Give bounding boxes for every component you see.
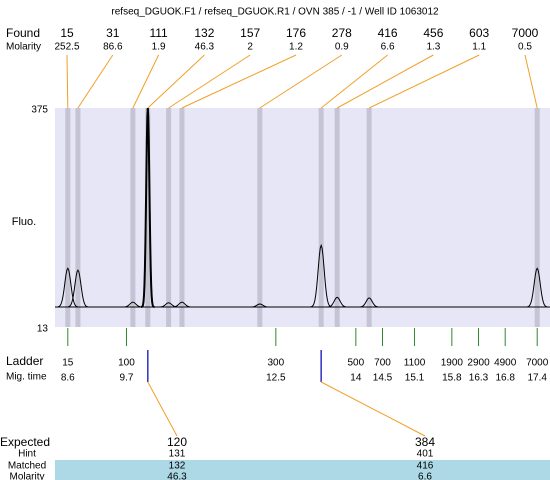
found-molarity: 2 [247,42,253,53]
matched-band [55,460,550,480]
found-molarity: 1.9 [152,42,166,53]
ladder-time: 8.6 [61,373,75,384]
found-connector [320,54,388,109]
found-value: 15 [60,26,74,40]
found-value: 278 [332,26,352,40]
found-label: Found [6,26,40,40]
peak [324,296,350,308]
ladder-value: 100 [118,358,135,369]
peak [356,297,382,308]
found-connector [168,54,251,109]
peak-band [534,108,540,327]
found-value: 603 [469,26,489,40]
found-connector [259,54,343,109]
hint-value: 131 [169,449,186,460]
ladder-value: 15 [62,358,74,369]
ladder-time: 16.8 [495,373,515,384]
expected-value: 120 [167,435,187,449]
ladder-value: 700 [374,358,391,369]
found-molarity: 86.6 [103,42,123,53]
peak [140,107,155,308]
found-molarity: 46.3 [195,42,215,53]
found-molarity: 252.5 [54,42,79,53]
peak-band [145,108,151,327]
expected-connector [320,381,426,437]
expected-value: 384 [415,435,435,449]
found-molarity: 1.3 [426,42,440,53]
found-value: 7000 [512,26,539,40]
ladder-time: 15.8 [442,373,462,384]
ladder-value: 1900 [441,358,464,369]
matched-value: 416 [417,461,434,472]
ladder-value: 4900 [494,358,517,369]
found-connector [524,54,538,109]
peak [247,303,273,308]
ladder-time: 14 [350,373,362,384]
matched-molarity: 6.6 [418,472,432,480]
peak [65,269,91,308]
peak-band [166,108,172,327]
peak-band [318,108,324,327]
found-value: 176 [286,26,306,40]
found-connector [132,54,160,109]
molarity-label: Molarity [6,42,41,53]
matched-label: Matched [8,461,46,472]
ladder-value: 7000 [526,358,549,369]
peak-band [179,108,185,327]
peak [308,243,334,308]
ladder-value: 2900 [467,358,490,369]
ladder-time: 17.4 [527,373,547,384]
peak-band [334,108,340,327]
found-value: 416 [378,26,398,40]
peak-band [257,108,263,327]
found-molarity: 0.5 [518,42,532,53]
found-molarity: 0.9 [335,42,349,53]
ladder-time: 15.1 [405,373,425,384]
matched-molarity: 46.3 [167,472,187,480]
hint-label: Hint [18,449,36,460]
peak-band [75,108,81,327]
found-value: 31 [106,26,120,40]
ladder-value: 500 [347,358,364,369]
found-connector [77,54,114,109]
peak [169,301,195,308]
chart-title: refseq_DGUOK.F1 / refseq_DGUOK.R1 / OVN … [111,7,439,18]
found-value: 132 [194,26,214,40]
y-tick-label: 13 [37,324,49,335]
peak [524,267,550,308]
plot-area [55,108,550,327]
expected-connector [147,381,178,437]
found-molarity: 6.6 [381,42,395,53]
ladder-time: 14.5 [373,373,393,384]
found-connector [66,54,69,109]
ladder-time: 12.5 [266,373,286,384]
found-connector [336,54,434,109]
y-tick-label: 375 [31,105,48,116]
found-molarity: 1.1 [472,42,486,53]
ladder-time: 9.7 [120,373,134,384]
peak-band [65,108,71,327]
y-label: Fluo. [12,216,36,228]
found-value: 111 [149,26,168,40]
expected-label: Expected [0,435,50,449]
molarity-label: Molarity [9,472,44,480]
ladder-time: 16.3 [469,373,489,384]
found-connector [368,54,480,109]
found-molarity: 1.2 [289,42,303,53]
ladder-value: 300 [267,358,284,369]
mig-time-label: Mig. time [6,372,47,383]
found-value: 157 [240,26,260,40]
peak-band [366,108,372,327]
found-connector [181,54,297,109]
hint-value: 401 [417,449,434,460]
peak [156,302,182,308]
matched-value: 132 [169,461,186,472]
peak-band [130,108,136,327]
peak [55,267,81,308]
found-value: 456 [423,26,443,40]
ladder-value: 1100 [404,358,426,369]
ladder-label: Ladder [6,354,43,368]
found-connector [147,54,205,109]
